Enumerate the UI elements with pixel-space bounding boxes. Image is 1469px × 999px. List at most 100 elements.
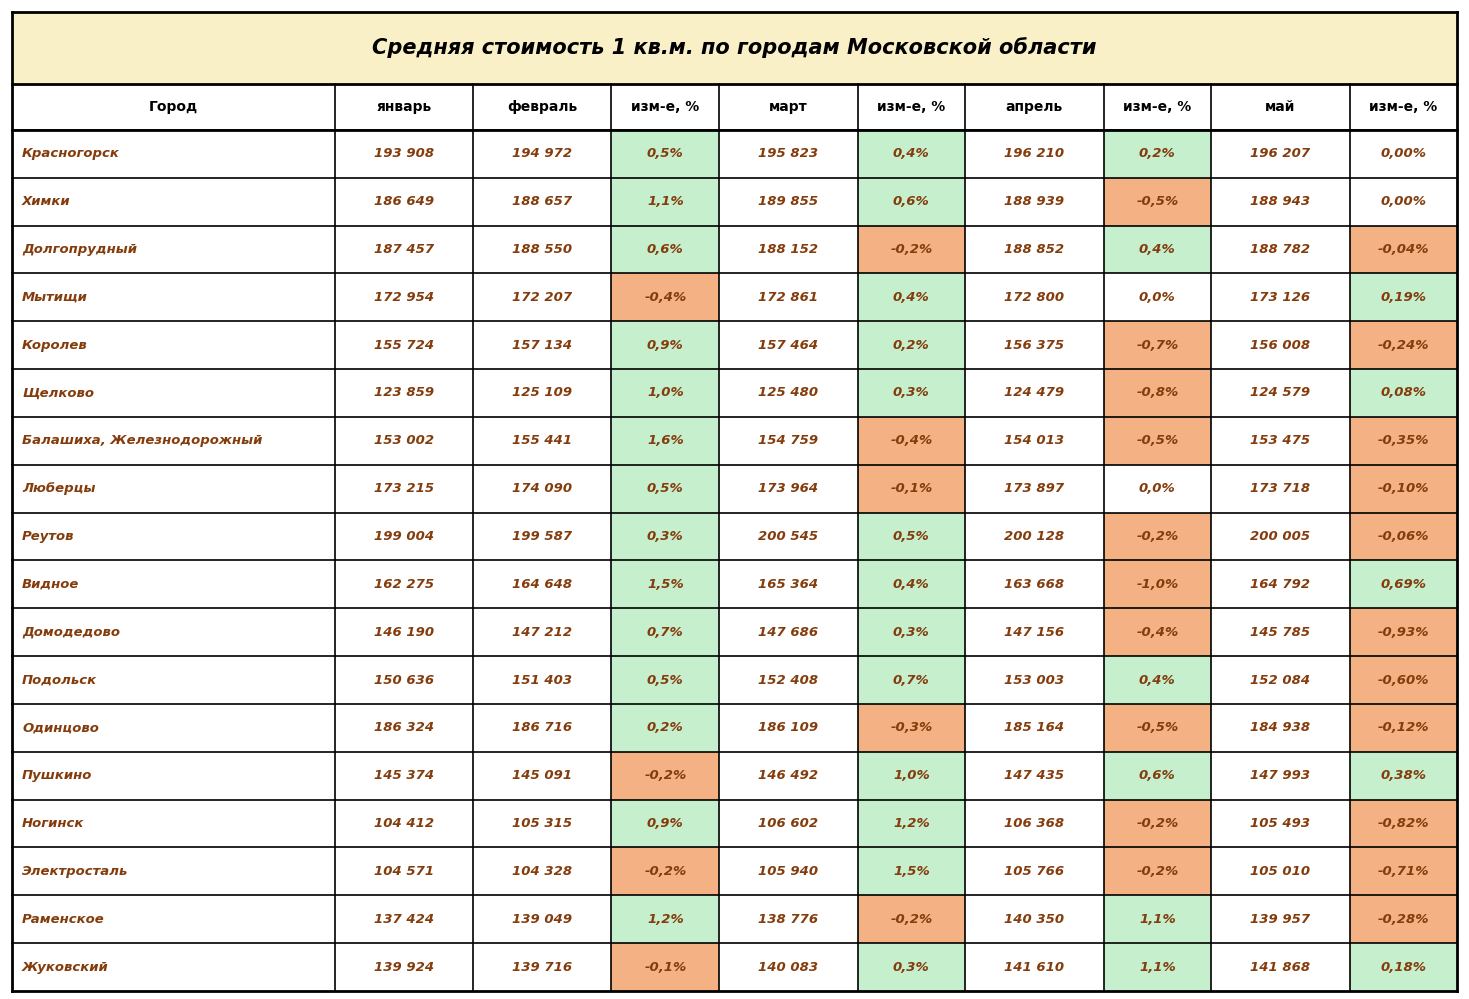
Text: 186 109: 186 109 xyxy=(758,721,818,734)
Bar xyxy=(858,274,965,322)
Bar xyxy=(720,417,858,465)
Text: -0,1%: -0,1% xyxy=(890,483,933,496)
Text: 189 855: 189 855 xyxy=(758,195,818,208)
Bar xyxy=(965,512,1103,560)
Bar xyxy=(335,178,473,226)
Bar xyxy=(858,895,965,943)
Bar xyxy=(12,704,335,752)
Bar xyxy=(611,704,720,752)
Text: Балашиха, Железнодорожный: Балашиха, Железнодорожный xyxy=(22,435,263,448)
Bar xyxy=(858,226,965,274)
Text: 172 954: 172 954 xyxy=(373,291,433,304)
Text: 195 823: 195 823 xyxy=(758,147,818,160)
Bar xyxy=(858,560,965,608)
Text: 164 648: 164 648 xyxy=(513,577,573,590)
Text: -0,28%: -0,28% xyxy=(1378,913,1429,926)
Bar xyxy=(1103,608,1212,656)
Bar xyxy=(1350,752,1457,799)
Text: -0,7%: -0,7% xyxy=(1136,339,1178,352)
Bar xyxy=(12,12,1457,84)
Bar xyxy=(1350,608,1457,656)
Text: -0,82%: -0,82% xyxy=(1378,817,1429,830)
Text: 106 368: 106 368 xyxy=(1005,817,1065,830)
Text: Электросталь: Электросталь xyxy=(22,865,128,878)
Text: 199 587: 199 587 xyxy=(513,530,573,543)
Bar xyxy=(335,130,473,178)
Text: -0,12%: -0,12% xyxy=(1378,721,1429,734)
Bar xyxy=(1350,369,1457,417)
Text: изм-е, %: изм-е, % xyxy=(1124,100,1191,114)
Text: апрель: апрель xyxy=(1006,100,1064,114)
Bar xyxy=(1212,608,1350,656)
Text: 1,2%: 1,2% xyxy=(893,817,930,830)
Text: 0,3%: 0,3% xyxy=(893,625,930,638)
Text: 1,1%: 1,1% xyxy=(1138,961,1175,974)
Text: 146 492: 146 492 xyxy=(758,769,818,782)
Text: 104 571: 104 571 xyxy=(373,865,433,878)
Text: 188 852: 188 852 xyxy=(1005,243,1065,256)
Text: Жуковский: Жуковский xyxy=(22,961,109,974)
Bar xyxy=(12,178,335,226)
Text: 0,2%: 0,2% xyxy=(646,721,683,734)
Text: 155 441: 155 441 xyxy=(513,435,573,448)
Text: 1,1%: 1,1% xyxy=(1138,913,1175,926)
Bar xyxy=(858,178,965,226)
Text: 1,1%: 1,1% xyxy=(646,195,683,208)
Bar xyxy=(1212,178,1350,226)
Text: 0,5%: 0,5% xyxy=(646,673,683,686)
Text: 138 776: 138 776 xyxy=(758,913,818,926)
Bar xyxy=(965,369,1103,417)
Text: 188 550: 188 550 xyxy=(513,243,573,256)
Text: -0,93%: -0,93% xyxy=(1378,625,1429,638)
Bar xyxy=(720,608,858,656)
Text: 172 800: 172 800 xyxy=(1005,291,1065,304)
Bar xyxy=(858,512,965,560)
Bar xyxy=(12,752,335,799)
Text: Средняя стоимость 1 кв.м. по городам Московской области: Средняя стоимость 1 кв.м. по городам Мос… xyxy=(372,38,1097,58)
Text: 105 493: 105 493 xyxy=(1250,817,1310,830)
Text: 145 091: 145 091 xyxy=(513,769,573,782)
Bar xyxy=(335,465,473,512)
Text: 125 109: 125 109 xyxy=(513,387,573,400)
Bar xyxy=(611,465,720,512)
Text: 0,08%: 0,08% xyxy=(1381,387,1426,400)
Text: 184 938: 184 938 xyxy=(1250,721,1310,734)
Text: 145 785: 145 785 xyxy=(1250,625,1310,638)
Text: 0,6%: 0,6% xyxy=(1138,769,1175,782)
Bar xyxy=(720,895,858,943)
Bar xyxy=(1350,799,1457,847)
Text: 185 164: 185 164 xyxy=(1005,721,1065,734)
Bar xyxy=(858,322,965,369)
Text: 124 479: 124 479 xyxy=(1005,387,1065,400)
Bar xyxy=(473,704,611,752)
Bar xyxy=(473,943,611,991)
Text: 174 090: 174 090 xyxy=(513,483,573,496)
Bar xyxy=(335,704,473,752)
Bar xyxy=(720,322,858,369)
Text: 147 686: 147 686 xyxy=(758,625,818,638)
Text: 0,4%: 0,4% xyxy=(893,147,930,160)
Text: 140 083: 140 083 xyxy=(758,961,818,974)
Bar xyxy=(611,799,720,847)
Bar xyxy=(1212,274,1350,322)
Bar xyxy=(720,752,858,799)
Text: -0,06%: -0,06% xyxy=(1378,530,1429,543)
Text: 157 464: 157 464 xyxy=(758,339,818,352)
Text: 141 610: 141 610 xyxy=(1005,961,1065,974)
Bar xyxy=(473,752,611,799)
Text: 165 364: 165 364 xyxy=(758,577,818,590)
Bar xyxy=(473,226,611,274)
Bar xyxy=(720,943,858,991)
Bar xyxy=(335,560,473,608)
Text: 0,7%: 0,7% xyxy=(646,625,683,638)
Bar xyxy=(1103,226,1212,274)
Bar xyxy=(611,895,720,943)
Text: январь: январь xyxy=(376,100,432,114)
Text: 1,5%: 1,5% xyxy=(893,865,930,878)
Text: Щелково: Щелково xyxy=(22,387,94,400)
Text: 104 412: 104 412 xyxy=(373,817,433,830)
Text: 0,3%: 0,3% xyxy=(893,387,930,400)
Text: Люберцы: Люберцы xyxy=(22,483,95,496)
Text: -0,2%: -0,2% xyxy=(645,865,686,878)
Bar xyxy=(1350,417,1457,465)
